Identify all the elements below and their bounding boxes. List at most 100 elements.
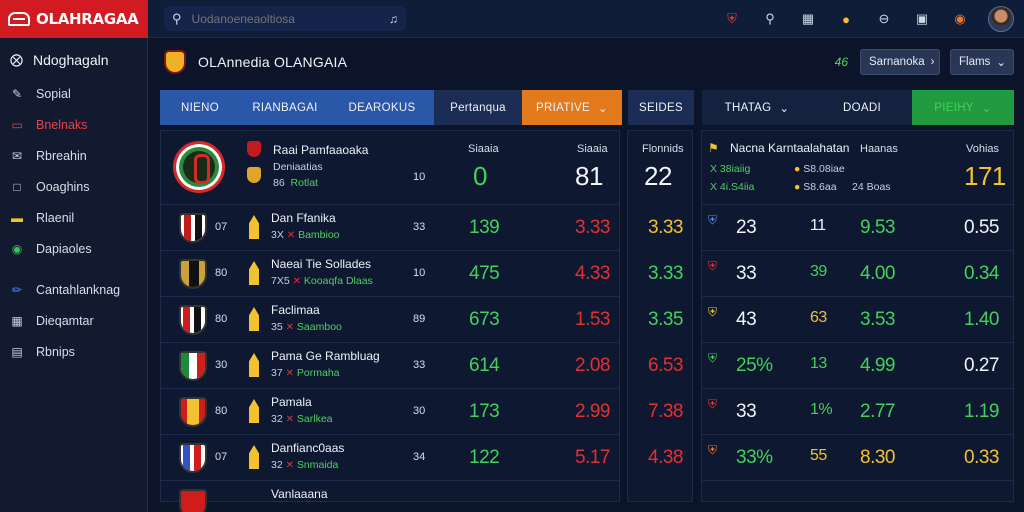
odds-draw[interactable]: 3.35 xyxy=(648,309,683,330)
marker-icon xyxy=(249,215,259,239)
tab-thatag[interactable]: THATAG ⌄ xyxy=(702,90,812,125)
tab-nieno[interactable]: NIENO xyxy=(160,90,240,125)
tab-pieihy[interactable]: PIEIHY ⌄ xyxy=(912,90,1014,125)
team-crest-icon xyxy=(179,305,207,335)
tab-pertanqua[interactable]: Pertanqua xyxy=(434,90,522,125)
stat-c[interactable]: 2.77 xyxy=(860,401,895,422)
stat-d[interactable]: 0.34 xyxy=(964,263,999,284)
tab-rianbagai[interactable]: RIANBAGAI xyxy=(240,90,330,125)
table-row[interactable]: 80 Pamala 32 ✕ Sarlkea 30 173 2.99 xyxy=(161,389,619,435)
logo-icon xyxy=(8,12,30,26)
featured-match-row[interactable]: Raai Pamfaaoaka Deniaatias 86 Rotlat 10 … xyxy=(161,131,619,205)
calendar-icon[interactable]: ▦ xyxy=(801,11,815,26)
stat-line: ● S8.6aa xyxy=(794,181,837,193)
search-icon[interactable]: ⚲ xyxy=(765,11,775,26)
table-row[interactable]: ⛨ 33 1% 2.77 1.19 xyxy=(702,389,1013,435)
table-row[interactable]: 07 Dan Ffanika 3X ✕ Bambioo 33 139 3.33 xyxy=(161,205,619,251)
crest-icon[interactable]: ⛨ xyxy=(727,11,737,26)
table-row[interactable]: Vanlaaana xyxy=(161,481,619,512)
odds-away[interactable]: 2.08 xyxy=(575,355,610,376)
microphone-icon[interactable]: ♫ xyxy=(389,11,398,26)
tab-label: PIEIHY xyxy=(934,101,974,114)
table-row[interactable]: ⛨ 33 39 4.00 0.34 xyxy=(702,251,1013,297)
sidebar-header[interactable]: ⨂ Ndoghagaln xyxy=(0,38,147,78)
tab-doadi[interactable]: DOADI xyxy=(812,90,912,125)
sidebar-item-dapiaoles[interactable]: ◉ Dapiaoles xyxy=(0,233,147,264)
table-row[interactable]: 30 Pama Ge Rambluag 37 ✕ Pormaha 33 614 … xyxy=(161,343,619,389)
sidebar-item-sopial[interactable]: ✎ Sopial xyxy=(0,78,147,109)
search-bar[interactable]: ⚲ ♫ xyxy=(164,6,406,31)
team-number: 35 xyxy=(271,321,283,333)
team-name: Dan Ffanika xyxy=(271,211,336,225)
stat-c[interactable]: 9.53 xyxy=(860,217,895,238)
stats-total: 171 xyxy=(964,161,1006,191)
alerts-icon[interactable]: ◉ xyxy=(954,11,966,26)
team-name: Pamala xyxy=(271,395,312,409)
odds-home[interactable]: 173 xyxy=(469,401,500,422)
tab-seides[interactable]: SEIDES xyxy=(628,90,694,125)
stats-header-row[interactable]: ⚑ Nacna Karntaalahatan X 38iaiig ● S8.08… xyxy=(702,131,1013,205)
table-row[interactable]: ⛨ 33% 55 8.30 0.33 xyxy=(702,435,1013,481)
odds-away[interactable]: 4.33 xyxy=(575,263,610,284)
odds-away[interactable]: 2.99 xyxy=(575,401,610,422)
sort-dropdown[interactable]: Flams ⌄ xyxy=(950,49,1014,75)
table-row[interactable]: ⛨ 23 11 9.53 0.55 xyxy=(702,205,1013,251)
team-meta: 32 ✕ Snmaida xyxy=(271,459,338,471)
stat-d[interactable]: 0.33 xyxy=(964,447,999,468)
sidebar-item-bnelnaks[interactable]: ▭ Bnelnaks xyxy=(0,109,147,140)
tab-priative[interactable]: PRIATIVE ⌄ xyxy=(522,90,622,125)
odds-home[interactable]: 475 xyxy=(469,263,500,284)
card-icon: ▬ xyxy=(11,210,23,225)
brand-logo[interactable]: OLAHRAGAA xyxy=(0,0,148,38)
avatar[interactable] xyxy=(988,6,1014,32)
team-meta: 37 ✕ Pormaha xyxy=(271,367,340,379)
sidebar-item-dieqamtar[interactable]: ▦ Dieqamtar xyxy=(0,305,147,336)
coin-icon: ● xyxy=(794,163,801,175)
odds-home[interactable]: 122 xyxy=(469,447,500,468)
odds-away[interactable]: 5.17 xyxy=(575,447,610,468)
layout-icon[interactable]: ▣ xyxy=(915,11,929,26)
odds-draw[interactable]: 3.33 xyxy=(648,263,683,284)
stat-col: 33 xyxy=(413,359,426,371)
column-label: Vohias xyxy=(966,143,1000,155)
sidebar: ⨂ Ndoghagaln ✎ Sopial ▭ Bnelnaks ✉ Rbrea… xyxy=(0,38,148,512)
stat-d[interactable]: 1.40 xyxy=(964,309,999,330)
sidebar-item-ooaghins[interactable]: □ Ooaghins xyxy=(0,171,147,202)
filter-dropdown[interactable]: Sarnanoka › xyxy=(860,49,940,75)
table-row[interactable]: ⛨ 43 63 3.53 1.40 xyxy=(702,297,1013,343)
stat-c[interactable]: 8.30 xyxy=(860,447,895,468)
tab-label: THATAG xyxy=(724,101,772,114)
odds-home[interactable]: 139 xyxy=(469,217,500,238)
search-input[interactable] xyxy=(191,11,372,26)
notifications-icon[interactable]: ● xyxy=(842,11,850,27)
stat-c[interactable]: 4.00 xyxy=(860,263,895,284)
sidebar-item-rlaenil[interactable]: ▬ Rlaenil xyxy=(0,202,147,233)
stat-d[interactable]: 0.55 xyxy=(964,217,999,238)
table-row[interactable]: 80 Faclimaa 35 ✕ Saamboo 89 673 1.53 xyxy=(161,297,619,343)
shield-icon: ⛨ xyxy=(708,305,718,319)
stat-value: S8.6aa xyxy=(803,181,837,193)
odds-home[interactable]: 614 xyxy=(469,355,500,376)
sidebar-item-rbreahin[interactable]: ✉ Rbreahin xyxy=(0,140,147,171)
team-tag: Saamboo xyxy=(296,321,342,333)
table-row[interactable]: 80 Naeai Tie Sollades 7X5 ✕ Kooaqfa Dlaa… xyxy=(161,251,619,297)
stat-d[interactable]: 1.19 xyxy=(964,401,999,422)
stat-d[interactable]: 0.27 xyxy=(964,355,999,376)
odds-draw[interactable]: 3.33 xyxy=(648,217,683,238)
tab-dearokus[interactable]: DEAROKUS xyxy=(330,90,434,125)
odds-away[interactable]: 3.33 xyxy=(575,217,610,238)
table-row[interactable]: ⛨ 25% 13 4.99 0.27 xyxy=(702,343,1013,389)
odds-draw[interactable]: 4.38 xyxy=(648,447,683,468)
stat-c[interactable]: 4.99 xyxy=(860,355,895,376)
odds-home[interactable]: 673 xyxy=(469,309,500,330)
sidebar-item-rbnips[interactable]: ▤ Rbnips xyxy=(0,336,147,367)
table-row[interactable]: 07 Danfianc0aas 32 ✕ Snmaida 34 122 5.17 xyxy=(161,435,619,481)
odds-away[interactable]: 1.53 xyxy=(575,309,610,330)
odds-draw[interactable]: 7.38 xyxy=(648,401,683,422)
stat-b: 1% xyxy=(810,401,833,418)
sidebar-item-cantahlanknag[interactable]: ✏ Cantahlanknag xyxy=(0,274,147,305)
settings-icon[interactable]: ⊖ xyxy=(878,11,890,26)
stat-c[interactable]: 3.53 xyxy=(860,309,895,330)
odds-draw[interactable]: 6.53 xyxy=(648,355,683,376)
